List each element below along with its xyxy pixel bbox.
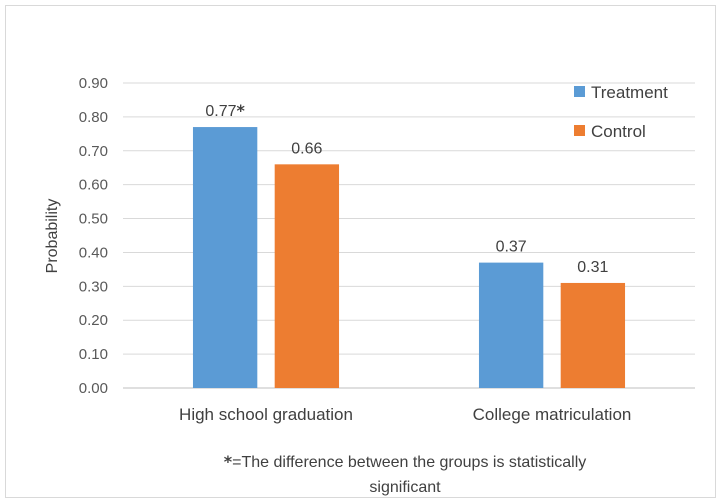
chart-frame [5,5,716,498]
footnote-line-1: *=The difference between the groups is s… [224,452,587,471]
x-category-label: College matriculation [473,405,632,424]
y-tick-labels: 0.00 0.10 0.20 0.30 0.40 0.50 0.60 0.70 0.80 0.90 [79,75,108,397]
y-tick-label: 0.80 [79,109,108,126]
footnote-line-2: significant [369,479,441,496]
legend-label-treatment: Treatment [591,83,668,102]
data-label: 0.66 [291,140,322,157]
y-axis-title: Probability [44,199,61,274]
bar-control-0 [274,164,340,388]
y-tick-label: 0.70 [79,143,108,160]
bar-treatment-0 [192,127,258,389]
footnote: *=The difference between the groups is s… [224,452,587,496]
x-category-labels: High school graduation College matriculat… [179,405,631,424]
data-label: 0.37 [496,239,527,256]
data-labels: 0.77* 0.66 0.37 0.31 [205,101,608,276]
footnote-text: =The difference between the groups is st… [232,454,586,471]
y-tick-label: 0.40 [79,244,108,261]
legend-label-control: Control [591,122,646,141]
y-tick-label: 0.20 [79,312,108,329]
footnote-star: * [224,452,233,471]
bars [192,127,626,389]
y-tick-label: 0.30 [79,278,108,295]
significance-marker: * [237,101,246,120]
y-tick-label: 0.00 [79,380,108,397]
data-label: 0.31 [577,259,608,276]
y-tick-label: 0.10 [79,346,108,363]
data-label: 0.77* [205,101,245,120]
legend: Treatment Control [574,83,668,141]
y-tick-label: 0.60 [79,177,108,194]
legend-swatch-treatment [574,86,585,97]
y-tick-label: 0.50 [79,211,108,228]
legend-swatch-control [574,125,585,136]
x-category-label: High school graduation [179,405,353,424]
bar-control-1 [560,282,626,388]
y-tick-label: 0.90 [79,75,108,92]
bar-treatment-1 [478,262,544,388]
